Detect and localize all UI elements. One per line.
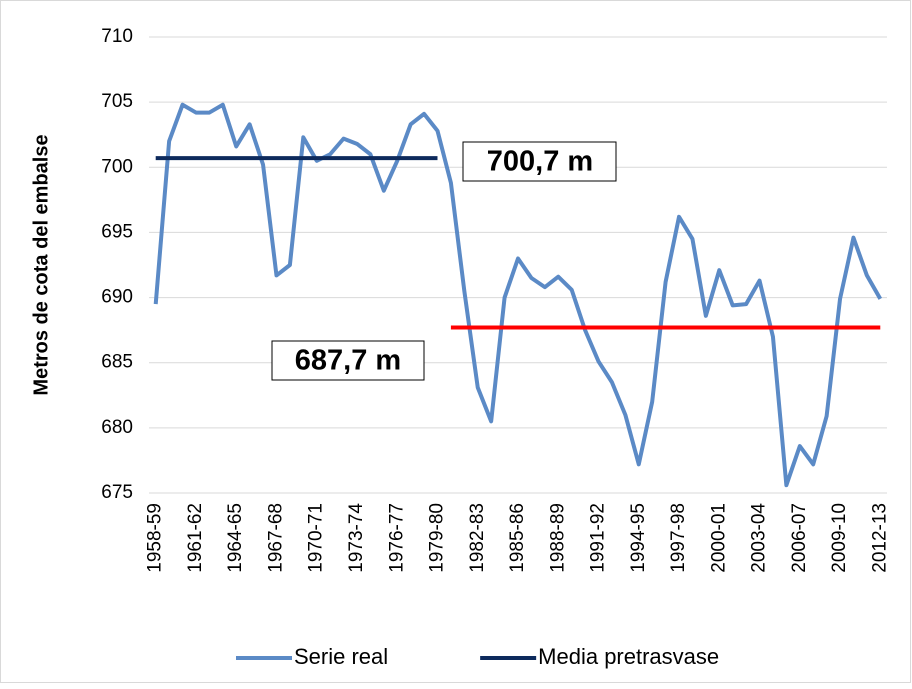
y-tick-label: 690 [101,287,133,308]
x-tick-label: 1997-98 [668,503,689,573]
annotation: 687,7 m [295,345,401,377]
x-tick-label: 1973-74 [346,503,367,573]
x-tick-label: 1985-86 [507,503,528,573]
y-tick-label: 700 [101,156,133,177]
y-tick-label: 675 [101,482,133,503]
x-tick-label: 1979-80 [427,503,448,573]
legend-label: Media pretrasvase [538,644,719,669]
y-tick-label: 680 [101,417,133,438]
x-tick-label: 1976-77 [386,503,407,573]
y-tick-label: 710 [101,26,133,47]
y-tick-label: 695 [101,221,133,242]
legend-label: Serie real [294,644,388,669]
x-tick-label: 1967-68 [265,503,286,573]
x-tick-label: 2000-01 [708,503,729,573]
x-tick-label: 1970-71 [306,503,327,573]
x-tick-label: 1994-95 [628,503,649,573]
y-tick-label: 705 [101,91,133,112]
x-tick-label: 1964-65 [225,503,246,573]
x-tick-label: 1982-83 [467,503,488,573]
annotation-box [271,340,425,381]
series-line [153,102,883,488]
x-tick-label: 1988-89 [547,503,568,573]
y-tick-label: 685 [101,352,133,373]
x-tick-label: 2009-10 [829,503,850,573]
y-axis-title: Metros de cota del embalse [30,134,52,395]
x-tick-label: 1958-59 [145,503,166,573]
annotation-box [462,141,617,182]
x-tick-label: 2003-04 [749,503,770,573]
x-tick-label: 1961-62 [185,503,206,573]
x-tick-label: 1991-92 [588,503,609,573]
annotation: 700,7 m [487,146,593,178]
x-tick-label: 2012-13 [869,503,890,573]
x-tick-label: 2006-07 [789,503,810,573]
